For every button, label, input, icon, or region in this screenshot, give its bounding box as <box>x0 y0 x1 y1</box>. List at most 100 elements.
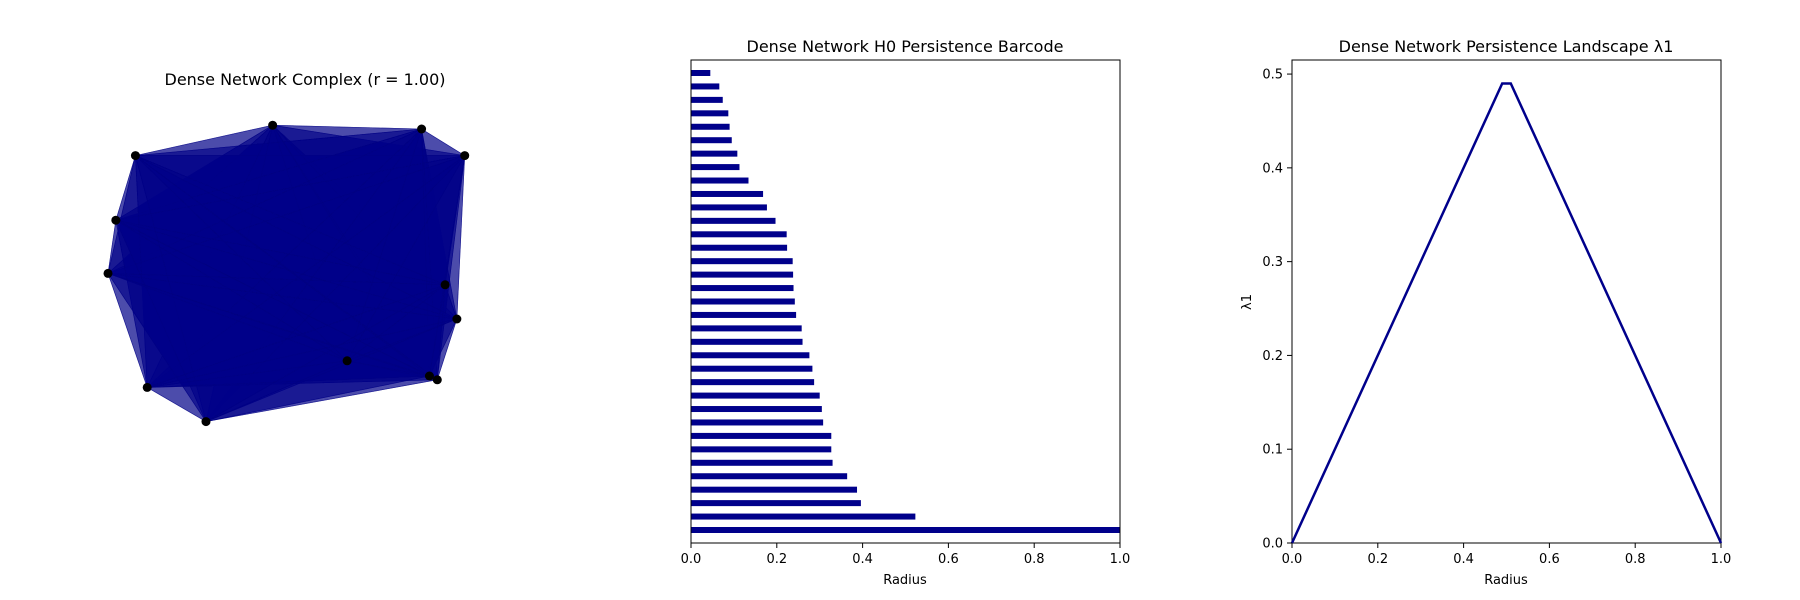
barcode-x-ticks: 0.0 0.2 0.4 0.6 0.8 1.0 <box>681 543 1131 567</box>
network-simplex <box>135 128 446 286</box>
network-node <box>440 280 450 290</box>
network-simplex <box>107 155 466 286</box>
network-simplex <box>107 128 438 381</box>
network-simplex <box>107 155 466 381</box>
network-simplex <box>135 155 430 377</box>
network-simplex <box>421 128 466 320</box>
barcode-bar <box>691 325 802 332</box>
network-simplex <box>146 128 430 388</box>
barcode-bar <box>691 164 740 171</box>
barcode-x-tick-label: 0.8 <box>1024 552 1045 567</box>
network-simplex <box>115 219 458 320</box>
network-simplex <box>146 128 438 388</box>
network-simplex <box>107 155 465 388</box>
network-simplex <box>146 379 438 422</box>
network-simplex <box>134 154 348 423</box>
network-simplex <box>115 155 466 362</box>
network-simplex <box>115 155 458 320</box>
network-simplex <box>146 155 465 422</box>
network-simplex <box>115 155 446 286</box>
network-simplex <box>135 155 446 381</box>
network-simplex <box>115 128 422 388</box>
barcode-bar <box>691 231 787 238</box>
network-simplex <box>115 219 457 388</box>
network-simplex <box>107 273 430 377</box>
landscape-x-ticks: 0.0 0.2 0.4 0.6 0.8 1.0 <box>1282 543 1732 567</box>
landscape-x-tick-label: 1.0 <box>1711 552 1732 567</box>
network-simplex <box>107 273 458 381</box>
network-simplex <box>134 155 466 377</box>
network-simplex <box>135 155 466 320</box>
network-simplex <box>205 154 466 423</box>
network-simplex <box>205 124 430 422</box>
network-simplex <box>106 128 458 320</box>
network-simplex <box>146 124 458 388</box>
network-simplex <box>107 124 348 362</box>
network-simplex <box>205 284 458 422</box>
network-simplex <box>107 155 430 377</box>
network-simplex <box>114 128 458 320</box>
network-simplex <box>421 128 458 320</box>
barcode-bar <box>691 459 833 466</box>
network-simplex <box>346 155 466 377</box>
network-simplex <box>107 272 431 422</box>
barcode-bar <box>691 406 822 413</box>
network-simplex <box>134 124 430 377</box>
landscape-y-tick-label: 0.1 <box>1262 443 1283 458</box>
network-simplex <box>115 220 207 423</box>
landscape-y-ticks: 0.0 0.1 0.2 0.3 0.4 0.5 <box>1262 68 1292 552</box>
network-simplex <box>107 273 446 388</box>
barcode-x-tick-label: 0.6 <box>938 552 959 567</box>
network-simplex <box>107 219 446 286</box>
network-simplex <box>107 273 447 423</box>
barcode-bar <box>691 110 729 117</box>
network-simplex <box>107 219 438 381</box>
network-simplex <box>135 124 274 422</box>
network-simplex <box>107 219 430 377</box>
network-simplex <box>107 124 465 274</box>
network-simplex <box>272 124 466 377</box>
network-simplex <box>115 128 430 377</box>
network-simplex <box>107 273 446 362</box>
barcode-bar <box>691 527 1120 533</box>
network-simplex <box>205 318 458 422</box>
network-simplex <box>272 124 423 362</box>
network-simplex <box>421 128 458 377</box>
network-node <box>452 314 462 324</box>
network-simplex <box>115 155 466 286</box>
network-node <box>111 215 121 225</box>
network-simplex <box>107 219 348 362</box>
barcode-bar <box>691 473 848 480</box>
network-simplex <box>107 273 438 381</box>
barcode-bar <box>691 419 824 426</box>
barcode-bar <box>691 137 732 144</box>
network-simplex <box>272 124 458 320</box>
network-simplex <box>134 124 446 286</box>
network-node <box>342 356 352 366</box>
network-simplex <box>107 155 465 274</box>
network-simplex <box>134 124 458 320</box>
barcode-bar <box>691 298 795 305</box>
network-simplex <box>147 284 446 388</box>
network-simplex <box>115 128 423 362</box>
network-simplex <box>205 128 430 423</box>
barcode-axes-frame <box>690 59 1121 544</box>
network-simplex <box>272 124 446 377</box>
network-simplex <box>135 155 207 423</box>
landscape-x-tick-label: 0.2 <box>1367 552 1388 567</box>
network-simplex <box>421 128 466 380</box>
network-simplex <box>271 124 466 320</box>
network-simplex <box>115 124 458 320</box>
network-simplex <box>134 155 466 362</box>
barcode-panel: Dense Network H0 Persistence Barcode 0.0… <box>681 37 1131 588</box>
network-simplex <box>107 124 274 423</box>
network-simplex <box>134 128 430 377</box>
network-simplex <box>115 219 430 377</box>
network-simplex <box>107 273 457 388</box>
network-simplex <box>346 284 446 381</box>
network-simplex <box>205 154 466 422</box>
network-simplex <box>115 124 274 389</box>
network-simplex <box>115 155 466 320</box>
barcode-x-tick-label: 1.0 <box>1110 552 1131 567</box>
network-simplex <box>115 124 273 221</box>
